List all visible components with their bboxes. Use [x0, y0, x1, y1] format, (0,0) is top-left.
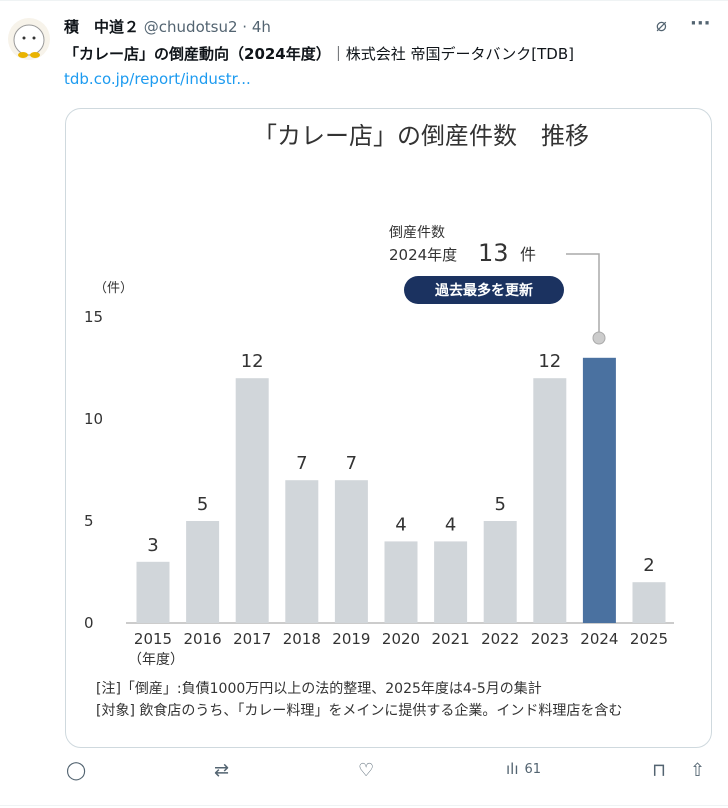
x-tick-label: 2017: [233, 630, 271, 648]
views-icon: ılı: [506, 760, 519, 778]
share-icon: ⇧: [690, 760, 706, 781]
bar-2024: [582, 357, 616, 623]
x-tick-label: 2023: [531, 630, 569, 648]
data-label: 4: [395, 514, 406, 535]
x-tick-label: 2015: [134, 630, 172, 648]
data-label: 3: [147, 535, 158, 556]
x-tick-label: 2018: [283, 630, 321, 648]
views-count: 61: [524, 761, 542, 777]
divider: [0, 0, 728, 1]
data-label: 5: [197, 494, 208, 515]
annotation-unit: 件: [520, 245, 536, 264]
x-tick-label: 2016: [184, 630, 222, 648]
annotation-dot: [592, 331, 606, 345]
bar-2017: [235, 378, 269, 623]
bar-2022: [483, 521, 517, 623]
bar-2025: [632, 582, 666, 623]
retweet-button[interactable]: ⇄: [214, 760, 229, 781]
like-icon: ♡: [358, 760, 375, 781]
tweet-text-bold: 「カレー店」の倒産動向（2024年度）: [64, 45, 331, 63]
record-badge: [404, 276, 564, 304]
note-2: [対象] 飲食店のうち、「カレー料理」をメインに提供する企業。インド料理店を含む: [96, 702, 622, 719]
bar-2018: [285, 480, 319, 623]
avatar[interactable]: [8, 18, 50, 60]
bar-2023: [533, 378, 567, 623]
annotation-leader-line: [566, 253, 600, 337]
record-badge-label: 過去最多を更新: [434, 282, 533, 299]
reply-icon: ◯: [66, 760, 87, 781]
x-tick-label: 2021: [432, 630, 470, 648]
tweet-text: 「カレー店」の倒産動向（2024年度）｜株式会社 帝国データバンク[TDB]: [64, 43, 574, 64]
retweet-icon: ⇄: [214, 760, 230, 781]
x-tick-label: 2019: [332, 630, 370, 648]
y-tick-label: 15: [84, 308, 103, 326]
tweet-actions: ◯ ⇄ ♡ ılı 61 ⊓ ⇧: [0, 760, 728, 792]
data-label: 12: [538, 351, 561, 372]
reply-button[interactable]: ◯: [66, 760, 86, 781]
timestamp[interactable]: 4h: [251, 18, 271, 36]
grok-icon[interactable]: ⌀: [656, 15, 667, 36]
x-tick-label: 2025: [630, 630, 668, 648]
more-icon[interactable]: ···: [690, 13, 711, 34]
note-1: [注]「倒産」:負債1000万円以上の法的整理、2025年度は4-5月の集計: [96, 680, 542, 697]
bar-2019: [334, 480, 368, 623]
tweet-link[interactable]: tdb.co.jp/report/industr...: [64, 70, 251, 88]
data-label: 7: [346, 453, 357, 474]
chart-title: 「カレー店」の倒産件数 推移: [253, 122, 589, 150]
views-button[interactable]: ılı 61: [506, 760, 541, 778]
bar-2015: [136, 561, 170, 623]
bar-2021: [434, 541, 468, 623]
bar-2016: [186, 521, 220, 623]
x-axis-unit: （年度）: [128, 652, 184, 668]
x-tick-label: 2020: [382, 630, 420, 648]
y-tick-label: 0: [84, 614, 94, 632]
y-tick-label: 10: [84, 410, 103, 428]
tweet-text-rest: ｜株式会社 帝国データバンク[TDB]: [330, 45, 574, 63]
display-name[interactable]: 積 中道２: [64, 18, 140, 36]
data-label: 12: [241, 351, 264, 372]
chart-image[interactable]: 「カレー店」の倒産件数 推移 （件） （年度） 倒産件数 2024年度 13 件…: [65, 108, 712, 748]
share-button[interactable]: ⇧: [690, 760, 705, 781]
divider: [0, 805, 728, 806]
x-tick-label: 2022: [481, 630, 519, 648]
tweet-header: 積 中道２ @chudotsu2 · 4h: [64, 16, 271, 37]
data-label: 5: [494, 494, 505, 515]
bar-chart: 「カレー店」の倒産件数 推移 （件） （年度） 倒産件数 2024年度 13 件…: [84, 122, 674, 719]
bookmark-button[interactable]: ⊓: [652, 760, 666, 781]
y-tick-label: 5: [84, 512, 94, 530]
data-label: 4: [445, 514, 456, 535]
bookmark-icon: ⊓: [652, 760, 667, 781]
like-button[interactable]: ♡: [358, 760, 374, 781]
data-label: 2: [643, 555, 654, 576]
handle[interactable]: @chudotsu2: [143, 18, 238, 36]
annotation-value: 13: [478, 239, 509, 267]
annotation-year: 2024年度: [389, 246, 457, 264]
bar-2020: [384, 541, 418, 623]
separator: ·: [242, 18, 248, 36]
data-label: 7: [296, 453, 307, 474]
annotation-label: 倒産件数: [389, 225, 445, 241]
x-tick-label: 2024: [580, 630, 618, 648]
y-axis-label: （件）: [94, 281, 133, 296]
